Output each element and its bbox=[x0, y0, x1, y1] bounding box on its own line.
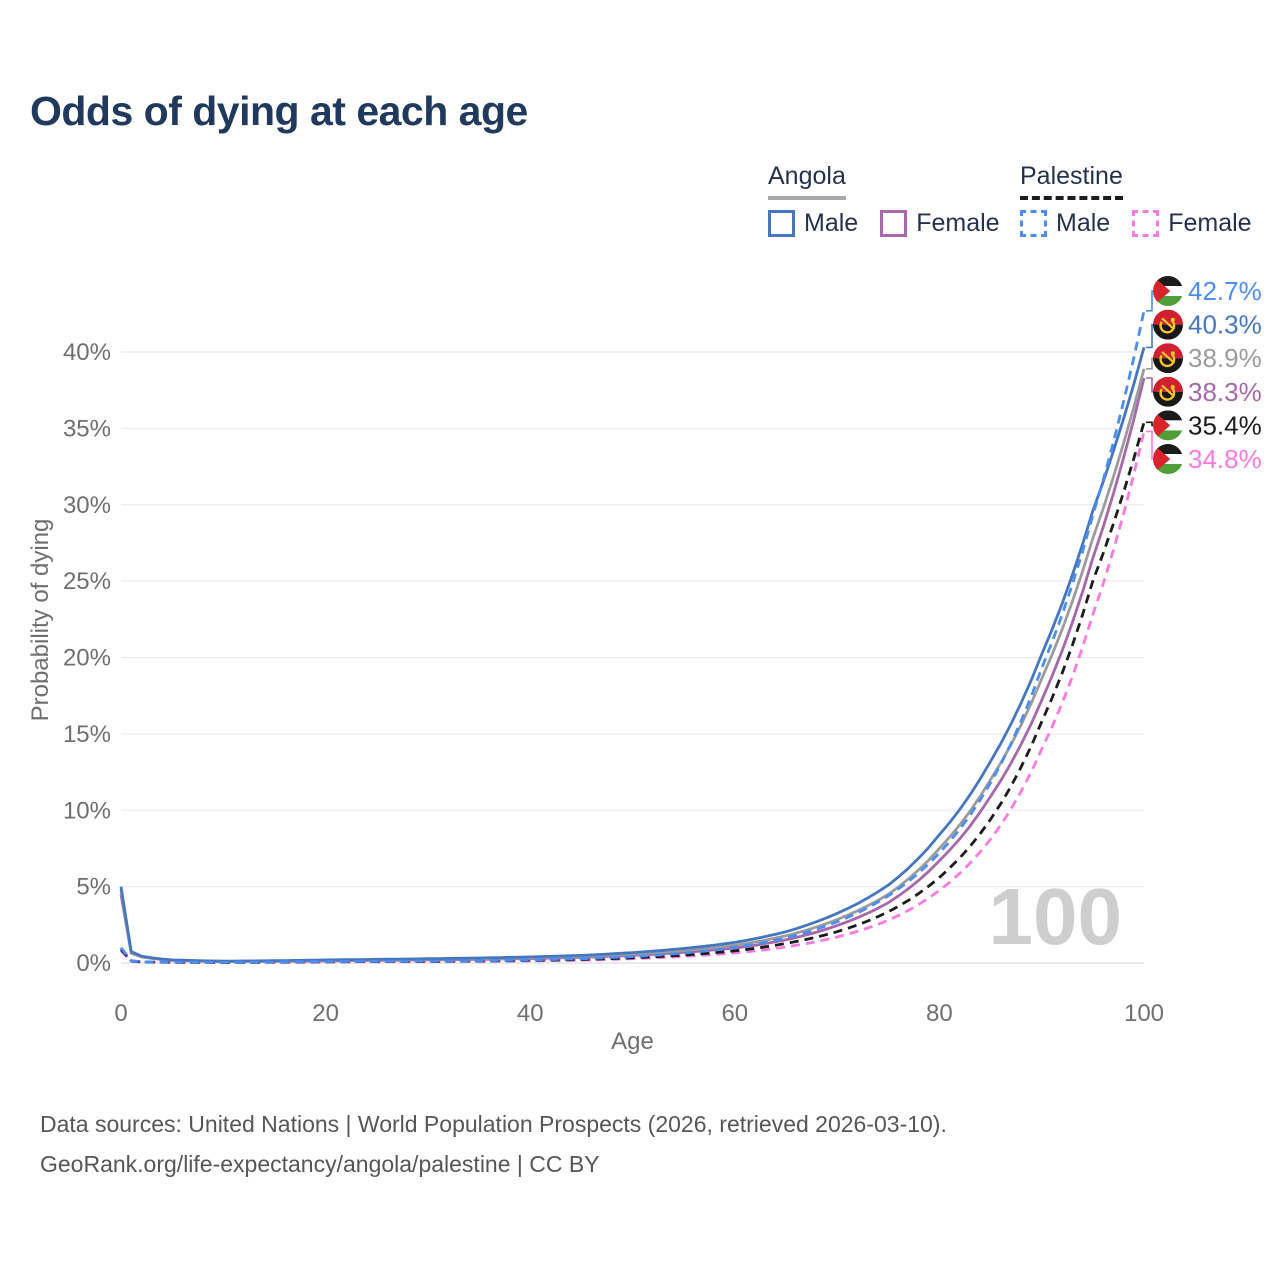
end-value-label-palestine-female: 34.8% bbox=[1188, 444, 1262, 474]
legend-item-label: Female bbox=[916, 209, 1000, 237]
footer: Data sources: United Nations | World Pop… bbox=[40, 1104, 947, 1184]
legend-swatch-icon bbox=[880, 210, 908, 237]
legend-item-label: Male bbox=[1056, 209, 1111, 237]
palestine-flag-icon bbox=[1153, 410, 1183, 441]
page-title: Odds of dying at each age bbox=[30, 88, 528, 134]
angola-flag-icon bbox=[1153, 309, 1183, 340]
legend-swatch-icon bbox=[1020, 210, 1047, 237]
series-line-palestine-male[interactable] bbox=[119, 310, 1146, 964]
y-tick-label: 10% bbox=[63, 797, 111, 824]
hover-age-watermark: 100 bbox=[989, 872, 1122, 961]
end-value-label-palestine-male: 42.7% bbox=[1188, 276, 1262, 306]
palestine-flag-icon bbox=[1153, 276, 1183, 306]
end-value-label-angola-both: 38.9% bbox=[1188, 343, 1262, 373]
legend-country-palestine: Palestine bbox=[1020, 162, 1123, 200]
y-tick-label: 30% bbox=[63, 492, 111, 519]
x-tick-label: 60 bbox=[721, 1000, 748, 1027]
footer-attribution: GeoRank.org/life-expectancy/angola/pales… bbox=[40, 1151, 600, 1178]
x-tick-label: 40 bbox=[517, 1000, 544, 1027]
legend-swatch-icon bbox=[1132, 210, 1160, 237]
palestine-flag-icon bbox=[1153, 444, 1183, 474]
y-tick-label: 20% bbox=[63, 645, 111, 672]
end-value-label-palestine-both: 35.4% bbox=[1188, 410, 1262, 440]
y-tick-label: 15% bbox=[63, 721, 111, 748]
legend-item-angola-male[interactable]: Male bbox=[768, 209, 858, 238]
x-tick-label: 100 bbox=[1124, 1000, 1164, 1027]
legend-group-angola: Angola Male Female bbox=[768, 162, 1000, 238]
legend-swatch-icon bbox=[768, 210, 795, 237]
x-tick-label: 0 bbox=[114, 1000, 127, 1027]
y-axis-title: Probability of dying bbox=[27, 519, 54, 722]
legend-group-palestine: Palestine Male Female bbox=[1020, 162, 1252, 238]
y-tick-label: 5% bbox=[76, 874, 111, 901]
angola-flag-icon bbox=[1153, 343, 1183, 374]
legend-row-angola: Male Female bbox=[768, 209, 1000, 238]
legend-item-label: Female bbox=[1168, 209, 1252, 237]
legend-row-palestine: Male Female bbox=[1020, 209, 1252, 238]
x-tick-label: 80 bbox=[926, 1000, 953, 1027]
legend-country-angola: Angola bbox=[768, 162, 846, 200]
footer-sources: Data sources: United Nations | World Pop… bbox=[40, 1111, 947, 1137]
y-tick-label: 25% bbox=[63, 568, 111, 595]
angola-flag-icon bbox=[1153, 376, 1183, 407]
legend-item-label: Male bbox=[804, 209, 859, 237]
legend-item-palestine-female[interactable]: Female bbox=[1132, 209, 1252, 238]
legend-item-angola-female[interactable]: Female bbox=[880, 209, 1000, 238]
end-value-label-angola-male: 40.3% bbox=[1188, 310, 1262, 340]
legend-item-palestine-male[interactable]: Male bbox=[1020, 209, 1110, 238]
series-line-angola-male[interactable] bbox=[119, 347, 1146, 963]
end-value-label-angola-female: 38.3% bbox=[1188, 377, 1262, 407]
x-tick-label: 20 bbox=[312, 1000, 339, 1027]
y-tick-label: 40% bbox=[63, 339, 111, 366]
y-tick-label: 0% bbox=[76, 950, 111, 977]
x-axis-title: Age bbox=[611, 1028, 654, 1055]
y-tick-label: 35% bbox=[63, 415, 111, 442]
